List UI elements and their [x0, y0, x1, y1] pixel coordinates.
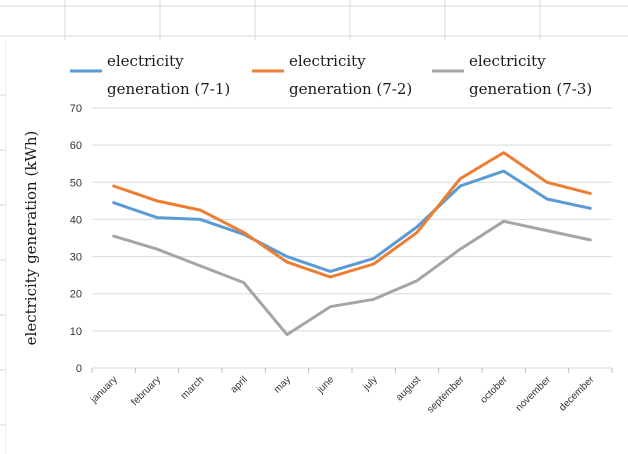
- y-tick-label: 40: [70, 214, 82, 226]
- series-lines: [112, 151, 592, 337]
- series-line-3: [112, 219, 592, 337]
- legend-label: electricity: [289, 52, 366, 70]
- legend-label: electricity: [469, 52, 546, 70]
- y-tick-label: 10: [70, 326, 82, 338]
- legend: electricity generation (7-1) electricity ge…: [70, 52, 592, 98]
- y-axis-title: electricity generation (kWh): [22, 131, 40, 346]
- series-line-2: [112, 151, 592, 279]
- gridlines: [91, 107, 613, 373]
- legend-label: generation (7-2): [289, 80, 412, 98]
- y-tick-label: 60: [70, 140, 82, 152]
- legend-label: generation (7-1): [107, 80, 230, 98]
- legend-label: generation (7-3): [469, 80, 592, 98]
- y-tick-label: 70: [70, 103, 82, 115]
- legend-label: electricity: [107, 52, 184, 70]
- y-tick-label: 50: [70, 177, 82, 189]
- y-tick-label: 0: [76, 363, 82, 375]
- chart-area: [6, 40, 628, 454]
- y-axis-ticks: 0 10 20 30 40 50 60 70: [70, 103, 82, 375]
- y-tick-label: 20: [70, 289, 82, 301]
- y-tick-label: 30: [70, 252, 82, 264]
- series-line-1: [112, 169, 592, 273]
